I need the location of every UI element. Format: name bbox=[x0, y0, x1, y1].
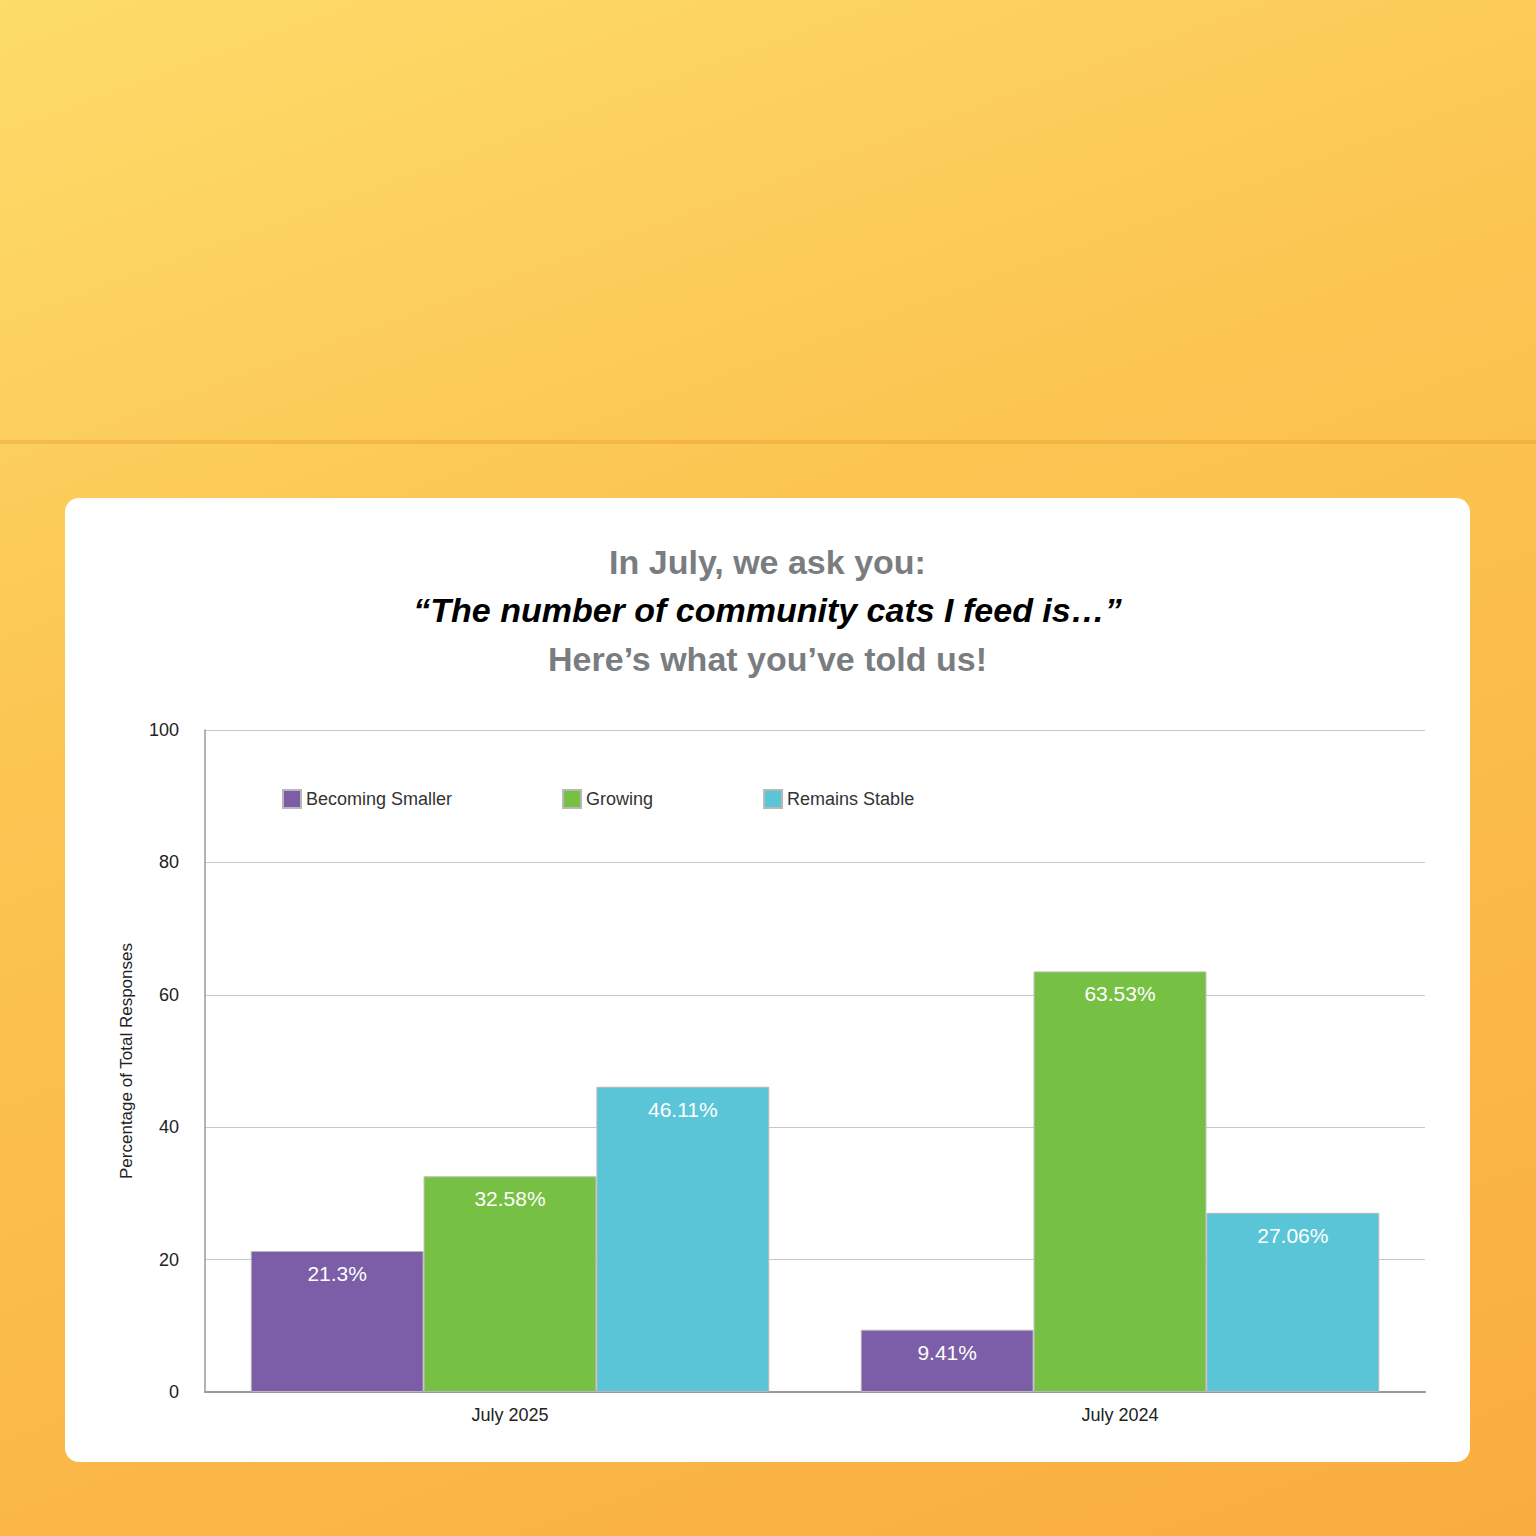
svg-text:Growing: Growing bbox=[586, 789, 653, 809]
svg-text:July 2024: July 2024 bbox=[1081, 1405, 1158, 1425]
svg-text:46.11%: 46.11% bbox=[648, 1098, 718, 1121]
svg-text:“The number of community cats: “The number of community cats I feed is…… bbox=[413, 591, 1121, 629]
svg-text:21.3%: 21.3% bbox=[307, 1262, 367, 1285]
svg-text:63.53%: 63.53% bbox=[1084, 982, 1155, 1005]
svg-text:Percentage of Total Responses: Percentage of Total Responses bbox=[117, 943, 136, 1179]
svg-text:20: 20 bbox=[159, 1250, 179, 1270]
svg-text:0: 0 bbox=[169, 1382, 179, 1402]
svg-text:80: 80 bbox=[159, 852, 179, 872]
svg-text:Here’s what you’ve told us!: Here’s what you’ve told us! bbox=[548, 640, 987, 678]
svg-text:Becoming Smaller: Becoming Smaller bbox=[306, 789, 452, 809]
svg-text:40: 40 bbox=[159, 1117, 179, 1137]
svg-text:July 2025: July 2025 bbox=[471, 1405, 548, 1425]
svg-text:In July, we ask you:: In July, we ask you: bbox=[609, 543, 926, 581]
svg-text:60: 60 bbox=[159, 985, 179, 1005]
svg-text:100: 100 bbox=[149, 720, 179, 740]
svg-text:32.58%: 32.58% bbox=[474, 1187, 545, 1210]
svg-text:Remains Stable: Remains Stable bbox=[787, 789, 914, 809]
svg-text:27.06%: 27.06% bbox=[1257, 1224, 1328, 1247]
svg-text:9.41%: 9.41% bbox=[917, 1341, 977, 1364]
